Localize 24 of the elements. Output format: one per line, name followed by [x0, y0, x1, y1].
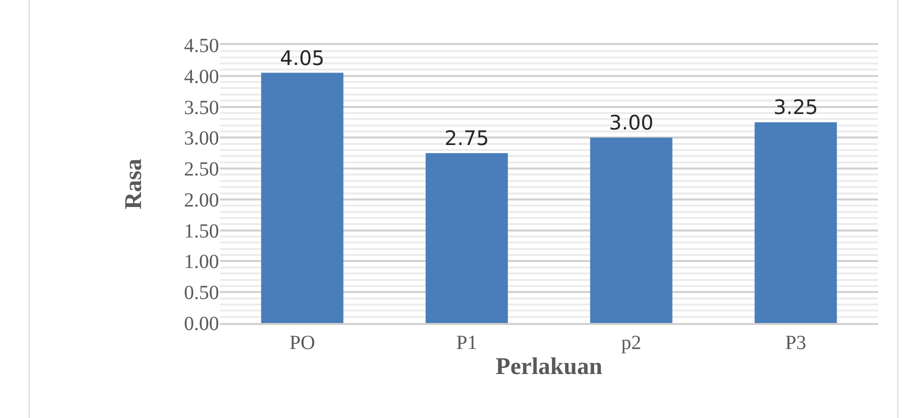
- bar: [754, 122, 837, 323]
- bar: [426, 153, 508, 323]
- text: 1.50: [184, 220, 219, 242]
- text: 3.50: [184, 96, 219, 119]
- text: 1.00: [184, 251, 219, 274]
- x-tick-label: P1: [456, 332, 478, 354]
- data-label: 3.25: [773, 95, 818, 120]
- x-tick-label: PO: [289, 332, 316, 354]
- x-axis-title: Perlakuan: [496, 354, 602, 380]
- x-tick-label: P3: [785, 332, 806, 354]
- bar: [590, 138, 672, 323]
- text: 3.00: [184, 128, 219, 150]
- text: 2.50: [184, 158, 219, 181]
- text: 4.00: [184, 66, 219, 88]
- data-label: 3.00: [608, 110, 654, 135]
- text: 0.00: [184, 313, 219, 335]
- y-axis-title: Rasa: [121, 158, 148, 210]
- bar: [261, 72, 344, 323]
- data-label: 4.05: [280, 46, 325, 70]
- x-tick-label: p2: [621, 332, 642, 354]
- data-label: 2.75: [444, 126, 490, 150]
- text: 4.50: [184, 35, 219, 57]
- text: 0.50: [184, 282, 219, 304]
- text: 2.00: [184, 189, 219, 212]
